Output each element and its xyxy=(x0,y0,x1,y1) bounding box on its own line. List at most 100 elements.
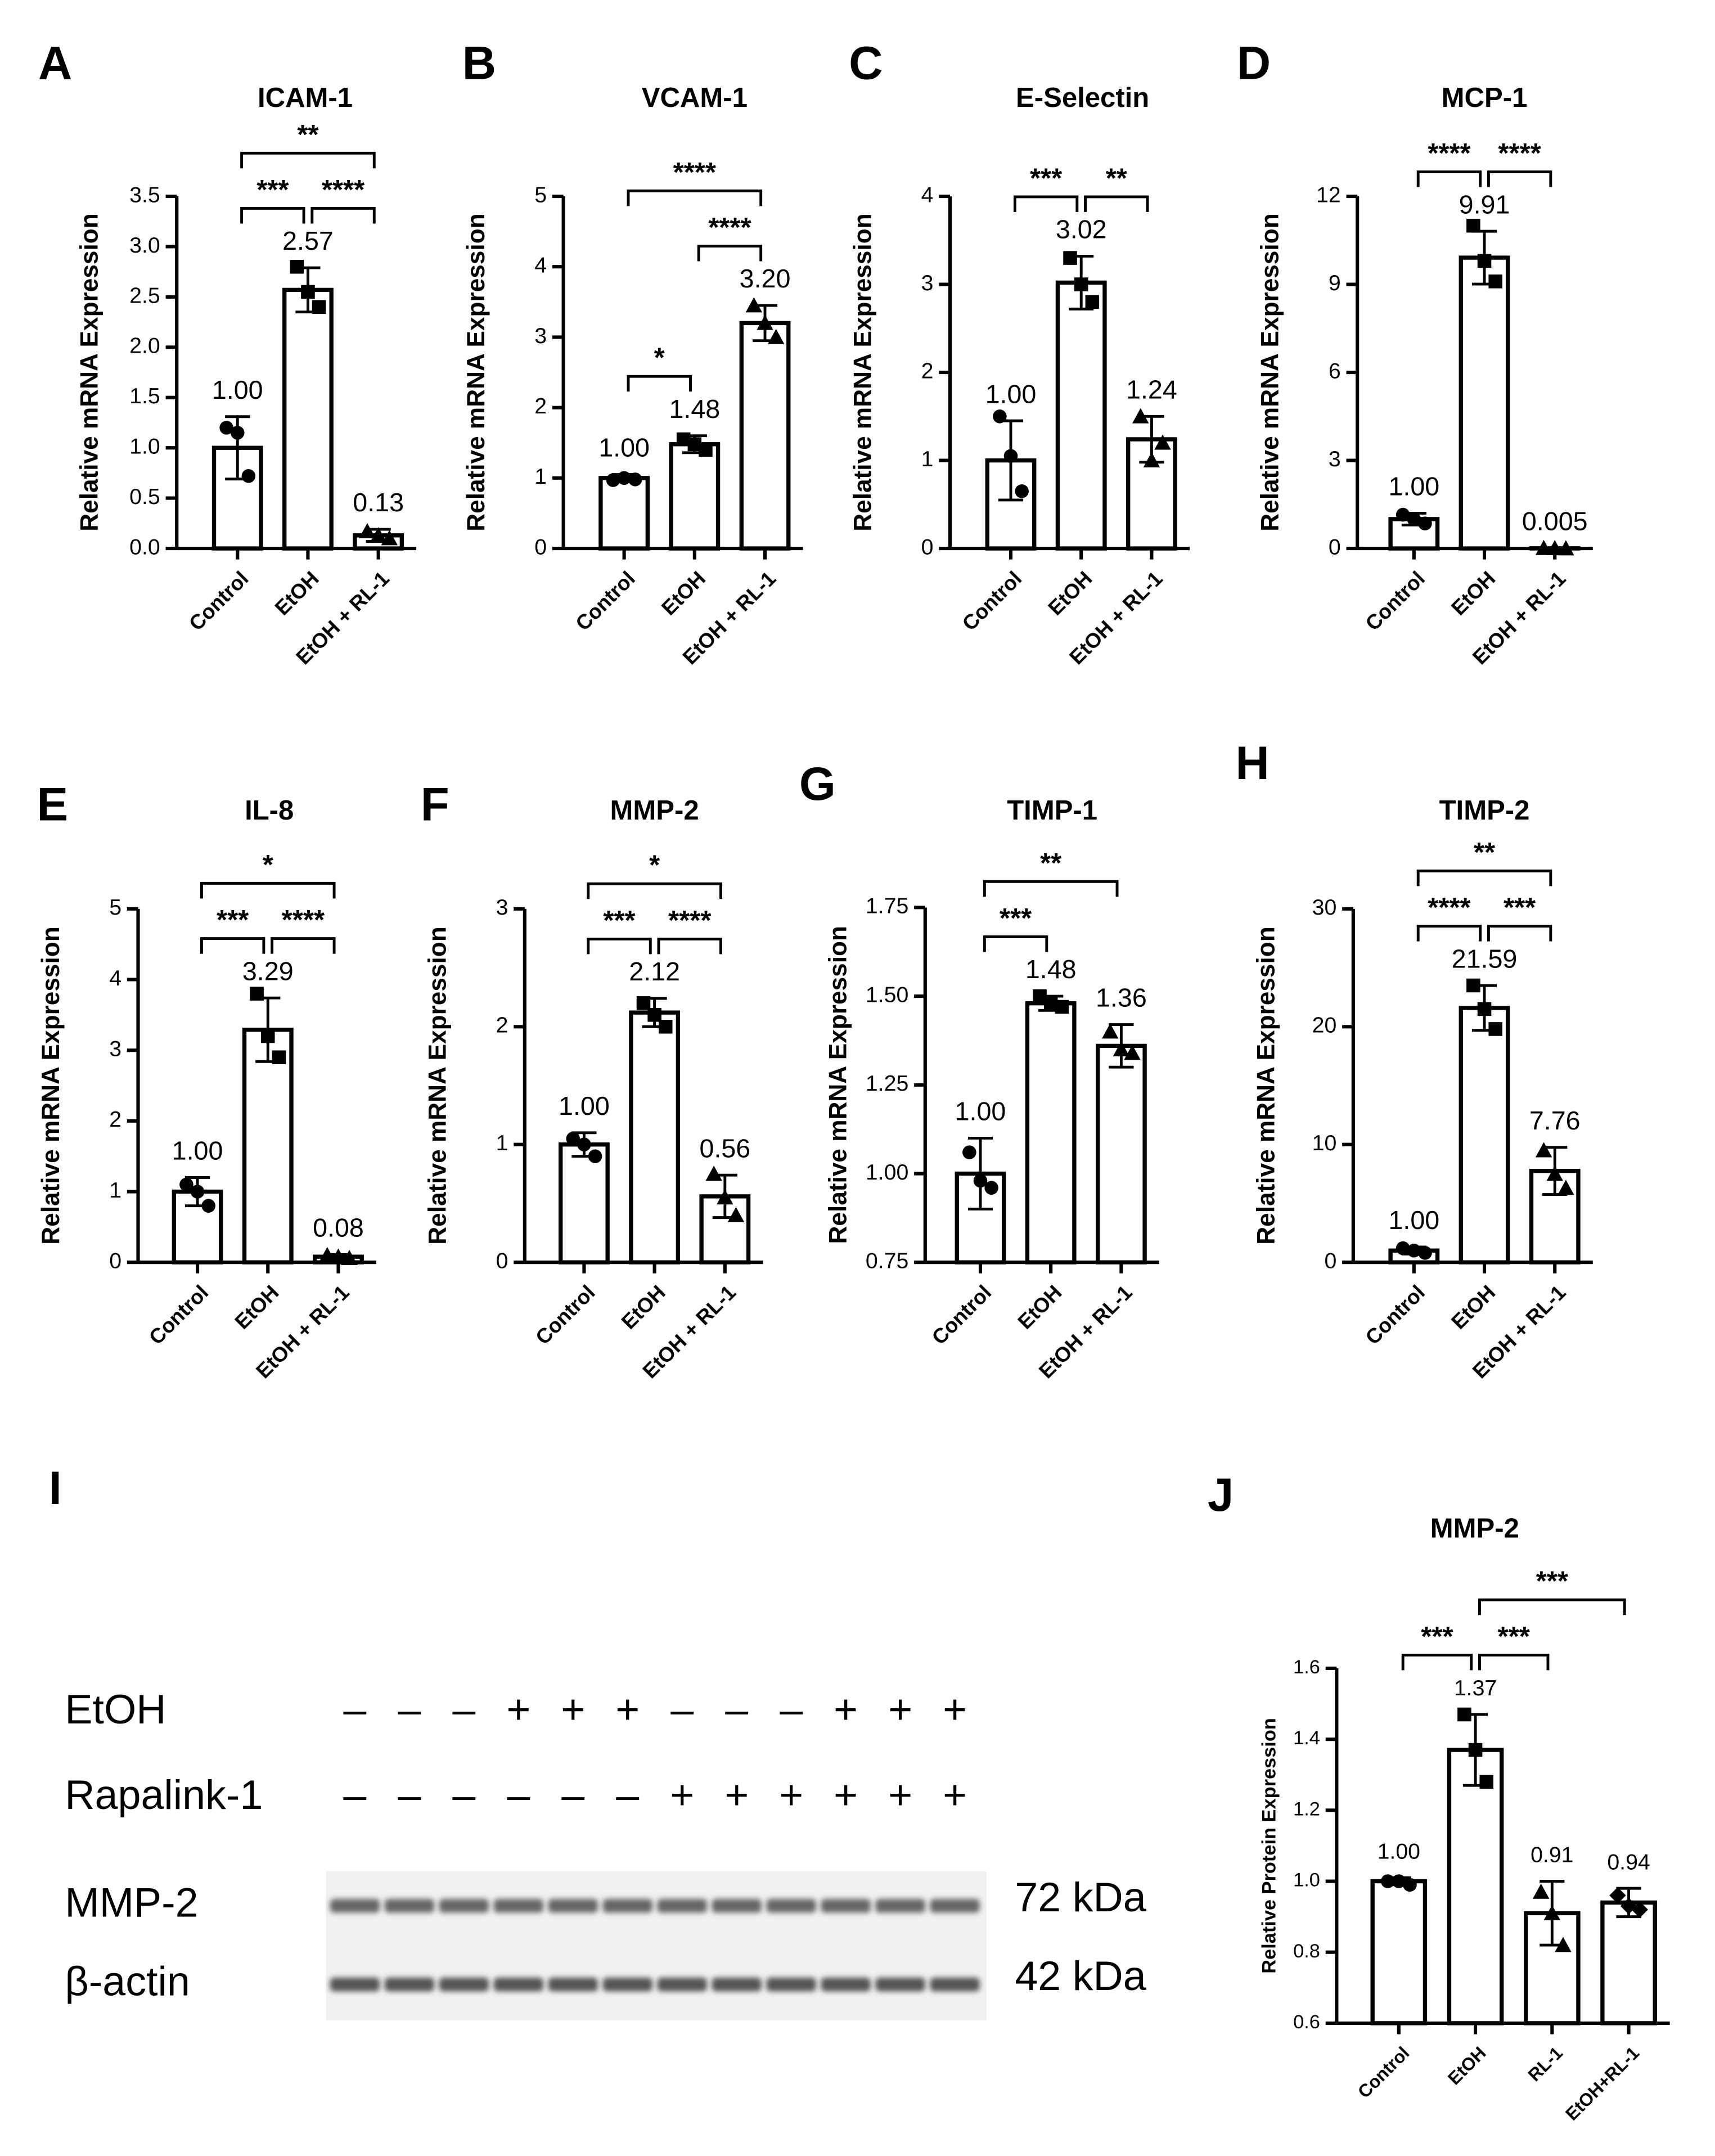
value-label: 1.48 xyxy=(1025,955,1077,984)
value-label: 3.20 xyxy=(740,264,791,293)
data-point xyxy=(219,421,233,435)
treatment-sign: + xyxy=(724,1771,749,1818)
data-point xyxy=(190,1185,205,1199)
data-point xyxy=(1063,251,1077,265)
x-tick-label: EtOH xyxy=(230,1281,283,1334)
significance-bracket xyxy=(1084,195,1149,212)
significance-bracket xyxy=(1416,869,1552,886)
y-tick-label: 2 xyxy=(496,1013,508,1038)
panel-letter: E xyxy=(37,778,68,831)
data-point xyxy=(1124,1045,1141,1060)
significance-bracket xyxy=(1013,195,1079,212)
significance-bracket xyxy=(1416,925,1482,942)
x-tick-label: Control xyxy=(145,1281,213,1349)
data-point xyxy=(606,473,620,487)
data-point xyxy=(1466,978,1480,993)
error-bar xyxy=(967,1136,993,1211)
y-tick-label: 1.4 xyxy=(1293,1727,1320,1749)
band xyxy=(766,1977,816,1992)
value-label: 2.12 xyxy=(629,957,680,986)
significance-label: **** xyxy=(1428,138,1471,169)
y-tick-label: 1.0 xyxy=(129,434,160,459)
panel-letter: B xyxy=(462,36,496,89)
y-axis-label: Relative mRNA Expression xyxy=(849,213,876,531)
data-point xyxy=(381,530,398,546)
significance-label: **** xyxy=(708,213,751,243)
chart-title: TIMP-1 xyxy=(1007,795,1097,826)
value-label: 1.24 xyxy=(1126,375,1177,404)
x-tick-label: EtOH xyxy=(1444,2042,1490,2089)
y-tick-label: 5 xyxy=(109,895,121,920)
data-point xyxy=(1479,1775,1493,1789)
data-point xyxy=(319,1246,336,1262)
data-point xyxy=(1074,277,1088,291)
band xyxy=(548,1977,598,1992)
treatment-sign: + xyxy=(888,1686,912,1732)
chart-title: MMP-2 xyxy=(1430,1513,1519,1543)
significance-label: ** xyxy=(1106,163,1128,193)
value-label: 1.00 xyxy=(955,1097,1006,1126)
treatment-sign: + xyxy=(615,1686,640,1732)
data-point xyxy=(1457,1707,1471,1722)
treatment-sign: + xyxy=(506,1686,530,1732)
value-label: 9.91 xyxy=(1459,190,1510,219)
data-point xyxy=(1535,1142,1552,1158)
significance-bracket xyxy=(240,151,376,169)
data-point xyxy=(636,996,651,1010)
treatment-sign: + xyxy=(670,1771,694,1818)
significance-bracket xyxy=(1401,1653,1473,1671)
y-tick-label: 2 xyxy=(109,1107,121,1132)
band xyxy=(657,1977,707,1992)
y-axis-label: Relative mRNA Expression xyxy=(1252,926,1280,1244)
data-point xyxy=(1102,1023,1119,1039)
data-point xyxy=(717,1189,733,1205)
y-tick-label: 1.6 xyxy=(1293,1657,1320,1678)
y-tick-label: 3 xyxy=(921,271,934,295)
chart-title: VCAM-1 xyxy=(642,83,748,113)
treatment-sign: – xyxy=(452,1771,475,1818)
y-tick-label: 3 xyxy=(109,1037,121,1061)
y-tick-label: 0.8 xyxy=(1293,1941,1320,1962)
y-tick-label: 0 xyxy=(534,534,547,559)
x-tick-label: EtOH xyxy=(657,567,710,620)
significance-bracket xyxy=(200,881,336,899)
blot-background xyxy=(326,1871,987,2020)
y-tick-label: 0.75 xyxy=(866,1249,908,1273)
chart-title: MCP-1 xyxy=(1442,83,1528,113)
treatment-sign: – xyxy=(452,1686,475,1732)
band xyxy=(602,1977,652,1992)
significance-label: * xyxy=(263,850,274,880)
significance-label: *** xyxy=(1504,893,1536,923)
y-tick-label: 1.2 xyxy=(1293,1798,1320,1820)
x-tick-label: Control xyxy=(531,1281,600,1349)
y-tick-label: 4 xyxy=(534,253,547,278)
treatment-sign: – xyxy=(780,1686,803,1732)
bar xyxy=(1025,1001,1077,1264)
data-point xyxy=(962,1145,976,1159)
bar xyxy=(1055,280,1107,551)
x-tick-label: EtOH xyxy=(1013,1281,1066,1334)
data-point xyxy=(1396,1241,1410,1255)
value-label: 1.00 xyxy=(985,379,1037,408)
y-tick-label: 1.50 xyxy=(866,982,908,1007)
y-tick-label: 30 xyxy=(1312,895,1337,920)
y-tick-label: 0 xyxy=(109,1249,121,1273)
significance-label: *** xyxy=(1536,1567,1569,1597)
x-tick-label: EtOH xyxy=(617,1281,670,1334)
data-point xyxy=(1477,254,1492,268)
value-label: 1.00 xyxy=(559,1091,610,1120)
band xyxy=(821,1977,871,1992)
data-point xyxy=(767,328,785,344)
band xyxy=(384,1898,435,1913)
bar xyxy=(629,1010,681,1264)
value-label: 0.005 xyxy=(1522,506,1588,535)
y-tick-label: 0 xyxy=(1325,1249,1337,1273)
significance-label: *** xyxy=(1000,903,1032,934)
data-point xyxy=(566,1131,580,1146)
treatment-sign: – xyxy=(507,1771,530,1818)
bar xyxy=(1370,1879,1428,2026)
value-label: 1.36 xyxy=(1096,983,1147,1012)
data-point xyxy=(1558,1180,1574,1195)
band xyxy=(712,1977,762,1992)
